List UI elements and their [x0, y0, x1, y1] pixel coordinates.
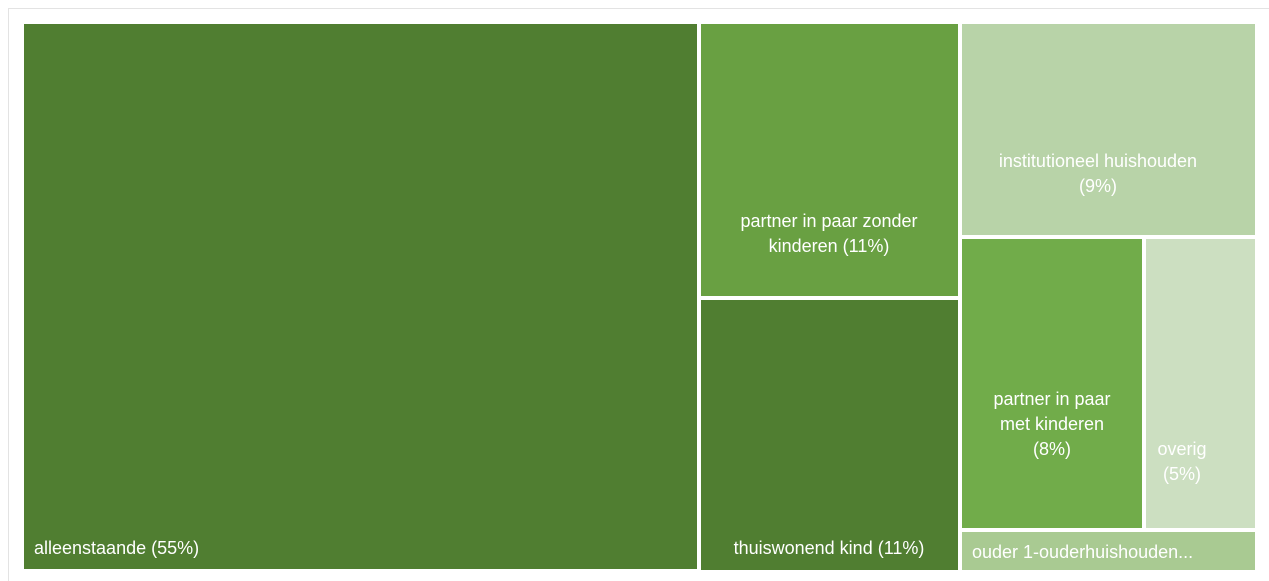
tile-rect-partner-in-paar-met-kinderen: [962, 239, 1142, 528]
tile-rect-alleenstaande: [24, 24, 697, 569]
tile-institutioneel-huishouden: institutioneel huishouden (9%): [962, 24, 1255, 235]
tile-rect-partner-in-paar-zonder-kinderen: [701, 24, 958, 296]
chart-frame: [8, 8, 1269, 581]
tile-ouder-1-ouderhuishouden: ouder 1-ouderhuishouden...: [962, 532, 1255, 570]
tile-rect-overig: [1146, 239, 1255, 528]
tile-thuiswonend-kind: thuiswonend kind (11%): [701, 300, 958, 570]
tile-label-thuiswonend-kind: thuiswonend kind (11%): [734, 538, 925, 558]
tile-partner-in-paar-met-kinderen: partner in paar met kinderen (8%): [962, 239, 1142, 528]
tile-label-overig: overig (5%): [1157, 439, 1206, 484]
tile-overig: overig (5%): [1146, 239, 1255, 528]
tile-rect-ouder-1-ouderhuishouden: [962, 532, 1255, 570]
treemap-chart: alleenstaande (55%) partner in paar zonde…: [24, 24, 1255, 570]
tile-label-alleenstaande: alleenstaande (55%): [34, 538, 199, 558]
tile-alleenstaande: alleenstaande (55%): [24, 24, 697, 569]
tile-label-institutioneel-huishouden: institutioneel huishouden (9%): [999, 151, 1197, 196]
tile-label-partner-in-paar-zonder-kinderen: partner in paar zonder kinderen (11%): [740, 211, 917, 256]
tile-rect-institutioneel-huishouden: [962, 24, 1255, 235]
tile-label-ouder-1-ouderhuishouden: ouder 1-ouderhuishouden...: [972, 542, 1193, 562]
tile-rect-thuiswonend-kind: [701, 300, 958, 570]
tile-label-partner-in-paar-met-kinderen: partner in paar met kinderen (8%): [993, 389, 1110, 459]
tile-partner-in-paar-zonder-kinderen: partner in paar zonder kinderen (11%): [701, 24, 958, 296]
